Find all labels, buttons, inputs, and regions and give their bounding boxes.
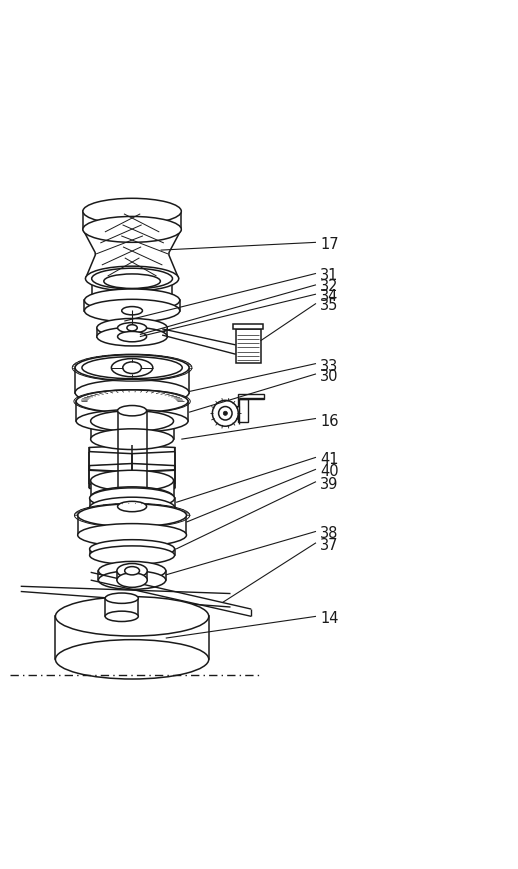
Ellipse shape [84,289,180,312]
Ellipse shape [92,269,172,289]
Ellipse shape [83,199,181,225]
Ellipse shape [90,498,175,518]
Text: 31: 31 [320,268,338,282]
Ellipse shape [111,359,153,377]
Bar [90,549,175,555]
Ellipse shape [97,328,167,347]
Ellipse shape [212,401,238,427]
Text: 34: 34 [320,289,338,303]
Polygon shape [83,230,181,279]
Ellipse shape [84,300,180,322]
Bar [76,401,188,421]
Ellipse shape [127,325,137,332]
Ellipse shape [91,488,174,508]
Ellipse shape [76,410,188,433]
Bar [118,328,147,337]
Text: 14: 14 [320,611,339,626]
Ellipse shape [105,594,138,604]
Ellipse shape [125,567,139,575]
Bar [236,329,261,363]
Ellipse shape [83,217,181,243]
Bar [83,212,181,230]
Ellipse shape [122,324,142,333]
Ellipse shape [90,540,175,559]
Bar [84,301,180,311]
Ellipse shape [98,571,166,590]
Bar [78,515,186,535]
Ellipse shape [105,612,138,622]
Bar [117,571,147,580]
Ellipse shape [82,357,182,379]
Text: 30: 30 [320,368,339,383]
Ellipse shape [117,564,147,579]
Ellipse shape [55,640,209,680]
Ellipse shape [117,574,147,587]
Ellipse shape [98,561,166,580]
Text: 37: 37 [320,537,339,552]
Ellipse shape [85,267,179,292]
Ellipse shape [78,504,186,527]
Bar [97,328,167,337]
Ellipse shape [223,412,227,416]
Ellipse shape [76,390,188,414]
Polygon shape [90,482,175,491]
Ellipse shape [118,501,147,512]
Polygon shape [90,464,175,472]
Ellipse shape [118,406,147,416]
Ellipse shape [90,488,175,509]
Ellipse shape [122,308,142,315]
Ellipse shape [219,407,232,421]
Ellipse shape [75,380,189,406]
Text: 33: 33 [320,358,338,373]
Bar [238,400,248,422]
Text: 32: 32 [320,279,339,294]
Bar [91,481,174,498]
Ellipse shape [91,411,174,432]
Polygon shape [90,465,175,473]
Ellipse shape [91,471,174,491]
Polygon shape [90,446,175,454]
Ellipse shape [118,332,147,342]
Bar [91,421,174,440]
Bar [122,311,142,328]
Bar [75,368,189,393]
Ellipse shape [118,323,147,334]
Ellipse shape [123,362,141,374]
Text: 35: 35 [320,298,338,313]
Ellipse shape [55,597,209,636]
Bar [233,324,263,329]
Ellipse shape [90,547,175,565]
Text: 17: 17 [320,236,339,252]
Text: 38: 38 [320,526,338,541]
Bar [232,406,239,414]
Ellipse shape [78,524,186,547]
Text: 40: 40 [320,463,339,478]
Ellipse shape [75,355,189,381]
Bar [90,499,175,508]
Bar [92,279,172,301]
Text: 16: 16 [320,413,339,428]
Ellipse shape [92,290,172,311]
Bar [238,395,264,400]
Ellipse shape [97,319,167,338]
Bar [105,599,138,617]
Bar [98,571,166,580]
Ellipse shape [104,275,161,289]
Bar [55,617,209,660]
Text: 39: 39 [320,476,338,491]
Text: 41: 41 [320,452,339,467]
Ellipse shape [91,429,174,450]
